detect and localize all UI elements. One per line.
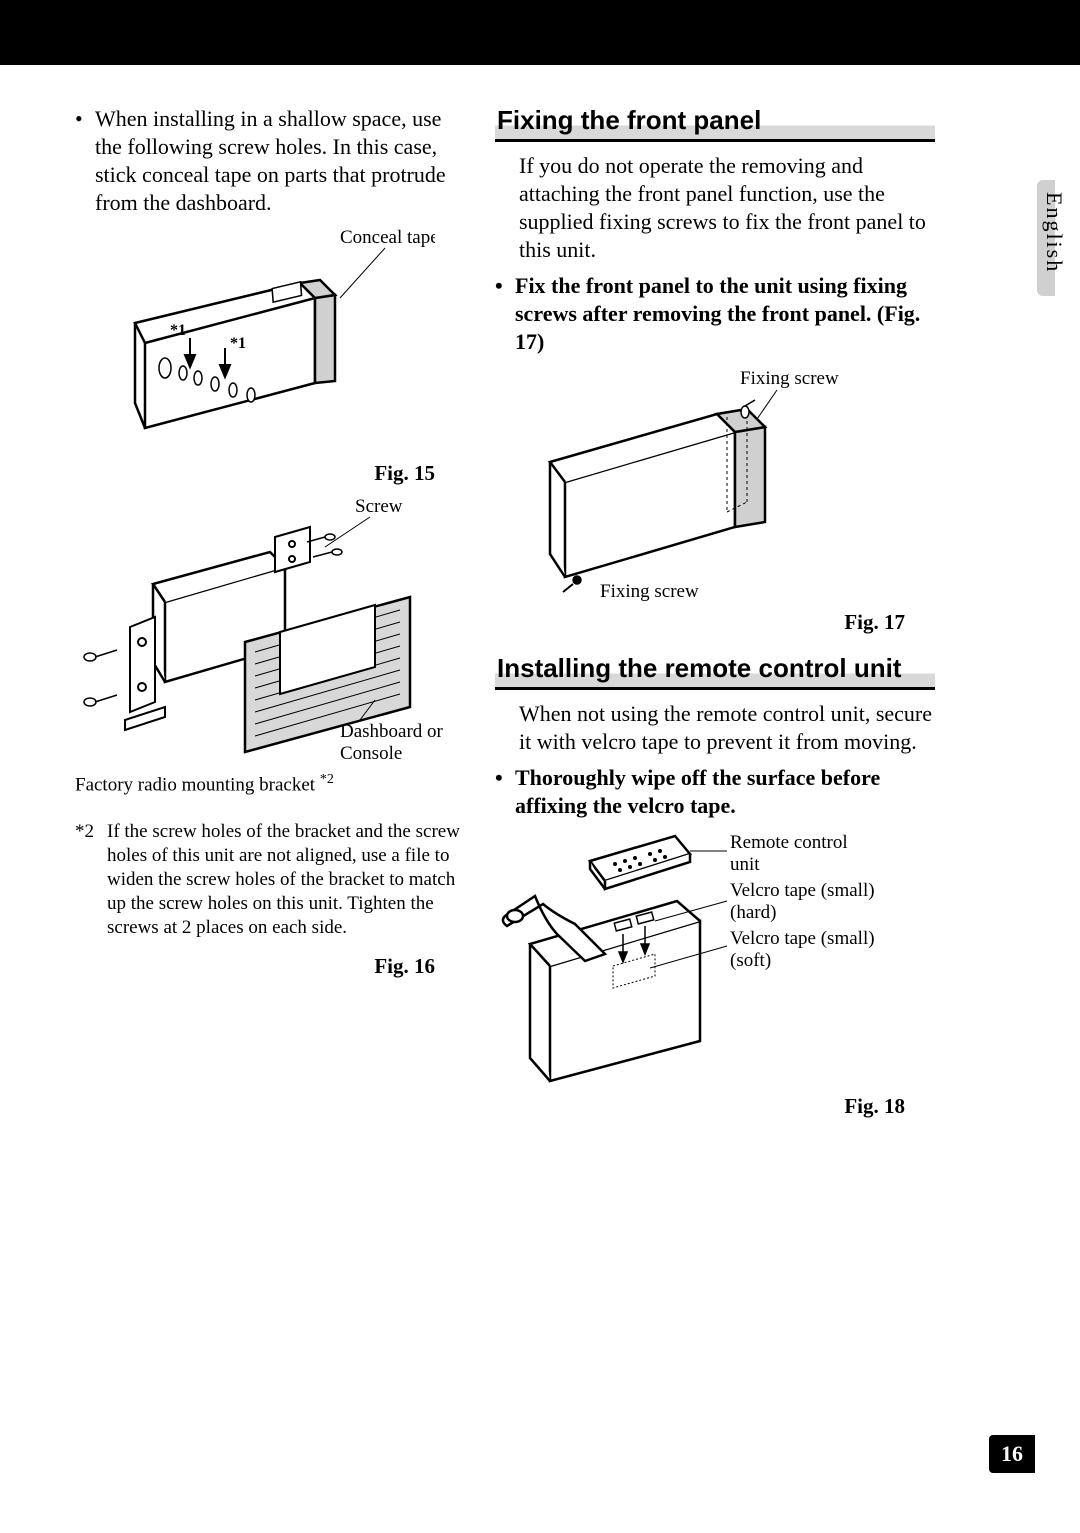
fig17-caption: Fig. 17 xyxy=(495,610,905,635)
fig16-screw-label: Screw xyxy=(355,496,403,517)
page-number: 16 xyxy=(989,1435,1035,1473)
footnote-key: *2 xyxy=(75,820,107,940)
fig16-factory-label: Factory radio mounting bracket *2 xyxy=(75,772,465,796)
fig18-caption: Fig. 18 xyxy=(495,1094,905,1119)
heading-fixing-front-panel: Fixing the front panel xyxy=(495,105,935,142)
bullet-dot: • xyxy=(495,272,515,356)
fig18-diagram: Remote control unit Velcro tape (small) … xyxy=(495,826,915,1086)
svg-text:Velcro tape (small): Velcro tape (small) xyxy=(730,928,875,949)
right-bullet-1: • Fix the front panel to the unit using … xyxy=(495,272,935,356)
page-content: • When installing in a shallow space, us… xyxy=(0,65,1080,1125)
fig17-diagram: Fixing screw xyxy=(495,362,895,602)
fig16-diagram: Screw xyxy=(75,492,475,802)
fig17-fixing-bottom: Fixing screw xyxy=(600,581,699,602)
fig15-diagram: Conceal tape xyxy=(75,223,435,453)
fig15-conceal-tape-label: Conceal tape xyxy=(340,227,435,248)
right-p2: When not using the remote control unit, … xyxy=(495,700,935,756)
fig15-caption: Fig. 15 xyxy=(75,461,435,486)
left-bullet-1-text: When installing in a shallow space, use … xyxy=(95,105,465,217)
footnote-star2: *2 If the screw holes of the bracket and… xyxy=(75,820,465,940)
right-column: Fixing the front panel If you do not ope… xyxy=(495,105,935,1125)
fig16-dashboard-label-2: Console xyxy=(340,743,402,764)
language-tab: English xyxy=(1037,180,1055,296)
fig15-asterisk1a: *1 xyxy=(170,322,186,339)
right-bullet-2: • Thoroughly wipe off the surface before… xyxy=(495,764,935,820)
fig16-caption: Fig. 16 xyxy=(75,954,435,979)
svg-text:unit: unit xyxy=(730,854,760,875)
fig15-asterisk1b: *1 xyxy=(230,335,246,352)
footnote-text: If the screw holes of the bracket and th… xyxy=(107,820,465,940)
right-bullet-1-text: Fix the front panel to the unit using fi… xyxy=(515,272,935,356)
svg-text:Remote control: Remote control xyxy=(730,832,848,853)
header-black-bar xyxy=(0,0,1080,65)
svg-text:(hard): (hard) xyxy=(730,902,776,923)
left-bullet-1: • When installing in a shallow space, us… xyxy=(75,105,465,217)
svg-text:Velcro tape (small): Velcro tape (small) xyxy=(730,880,875,901)
right-bullet-2-text: Thoroughly wipe off the surface before a… xyxy=(515,764,935,820)
fig16-dashboard-label-1: Dashboard or xyxy=(340,721,444,742)
left-column: • When installing in a shallow space, us… xyxy=(75,105,495,1125)
bullet-dot: • xyxy=(495,764,515,820)
fig17-fixing-top: Fixing screw xyxy=(740,368,839,389)
language-label: English xyxy=(1041,192,1067,273)
svg-text:(soft): (soft) xyxy=(730,950,771,971)
bullet-dot: • xyxy=(75,105,95,217)
right-p1: If you do not operate the removing and a… xyxy=(495,152,935,264)
heading-installing-remote: Installing the remote control unit xyxy=(495,653,935,690)
